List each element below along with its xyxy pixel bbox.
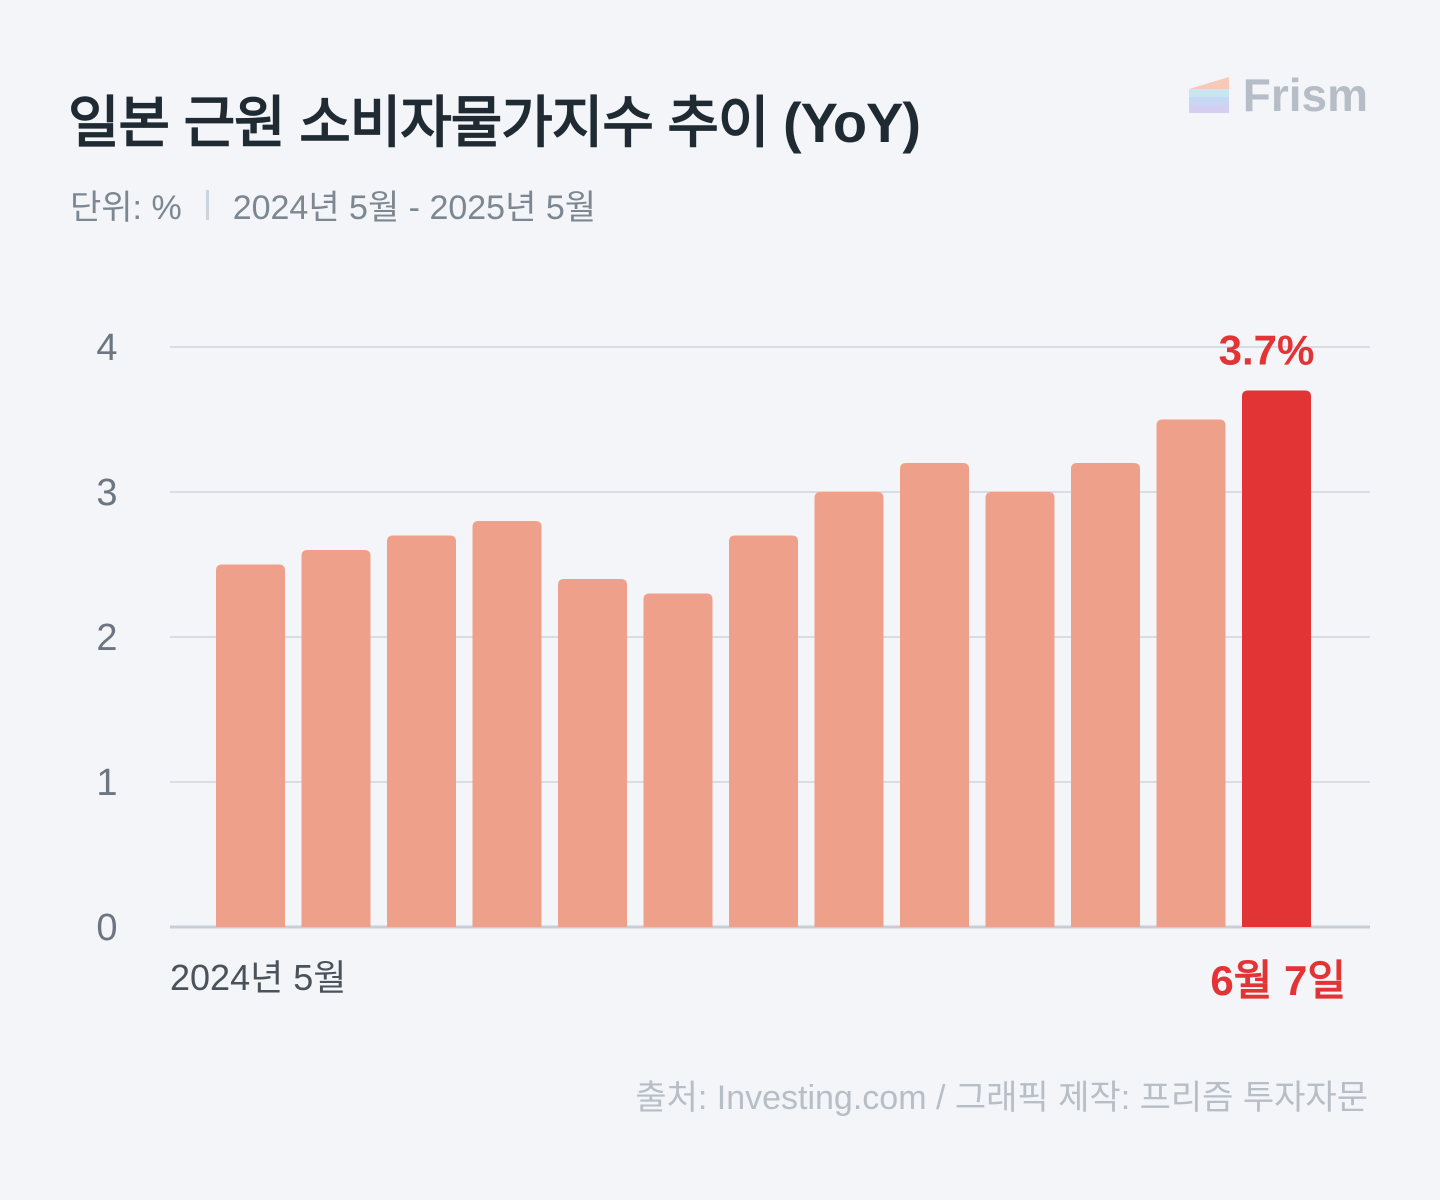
y-tick-label: 3 xyxy=(96,472,117,514)
bar xyxy=(729,535,798,927)
bar xyxy=(472,521,542,927)
bar xyxy=(900,463,969,927)
subtitle-divider xyxy=(205,189,209,220)
period-label: 2024년 5월 - 2025년 5월 xyxy=(232,189,597,227)
bar xyxy=(558,579,627,927)
brand-logo-text: Frism xyxy=(1242,69,1368,121)
bar xyxy=(216,564,285,927)
bar xyxy=(1156,419,1226,927)
x-tick-label-highlight: 6월 7일 xyxy=(1210,957,1346,1004)
x-tick-label-first: 2024년 5월 xyxy=(170,957,346,998)
highlight-value-label: 3.7% xyxy=(1219,327,1315,374)
bar xyxy=(1071,463,1140,927)
bar xyxy=(301,550,371,927)
bar xyxy=(814,492,884,927)
source-credit: 출처: Investing.com / 그래픽 제작: 프리즘 투자자문 xyxy=(635,1079,1368,1117)
chart-subtitle: 단위: % 2024년 5월 - 2025년 5월 xyxy=(70,180,596,229)
y-tick-label: 4 xyxy=(96,327,117,369)
brand-logo: Frism xyxy=(1188,68,1368,122)
bar-chart: 0 1 2 3 4 3.7% 2024년 5월 6월 7일 xyxy=(96,327,1370,1004)
bar-highlight xyxy=(1242,390,1311,927)
y-tick-label: 0 xyxy=(96,907,117,949)
y-tick-label: 2 xyxy=(96,617,117,659)
bar xyxy=(387,535,456,927)
bar xyxy=(643,593,713,927)
unit-label: 단위: % xyxy=(70,189,182,227)
chart-title: 일본 근원 소비자물가지수 추이 (YoY) xyxy=(68,91,921,154)
brand-logo-icon xyxy=(1188,77,1229,113)
bar xyxy=(985,492,1055,927)
y-tick-label: 1 xyxy=(96,762,117,804)
